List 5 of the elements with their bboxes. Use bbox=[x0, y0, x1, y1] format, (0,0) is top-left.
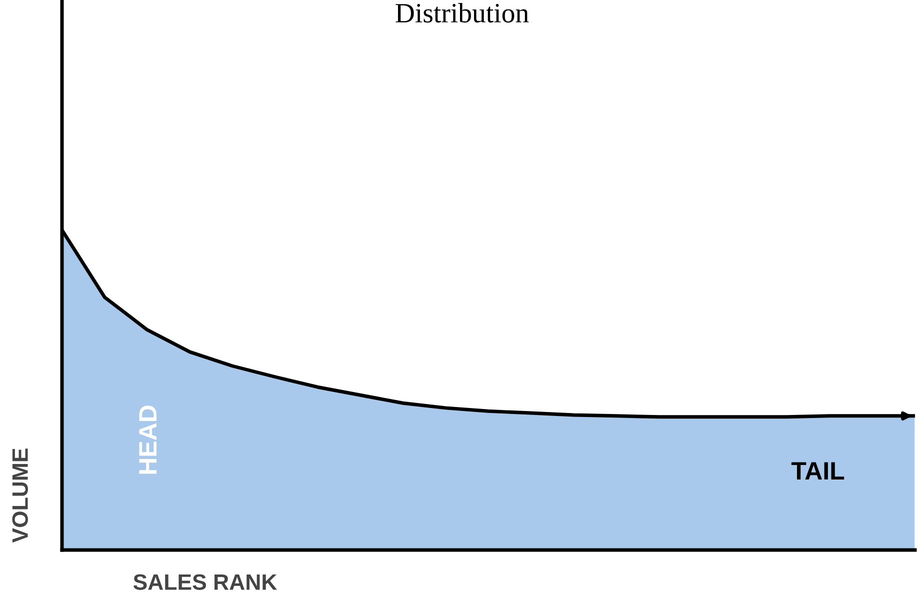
y-axis-title: VOLUME bbox=[12, 448, 28, 543]
annotation: TAIL bbox=[791, 462, 844, 480]
annotation: HEAD bbox=[139, 406, 156, 474]
x-axis-title: SALES RANK bbox=[133, 574, 278, 590]
chart-title: Distribution bbox=[396, 3, 529, 23]
